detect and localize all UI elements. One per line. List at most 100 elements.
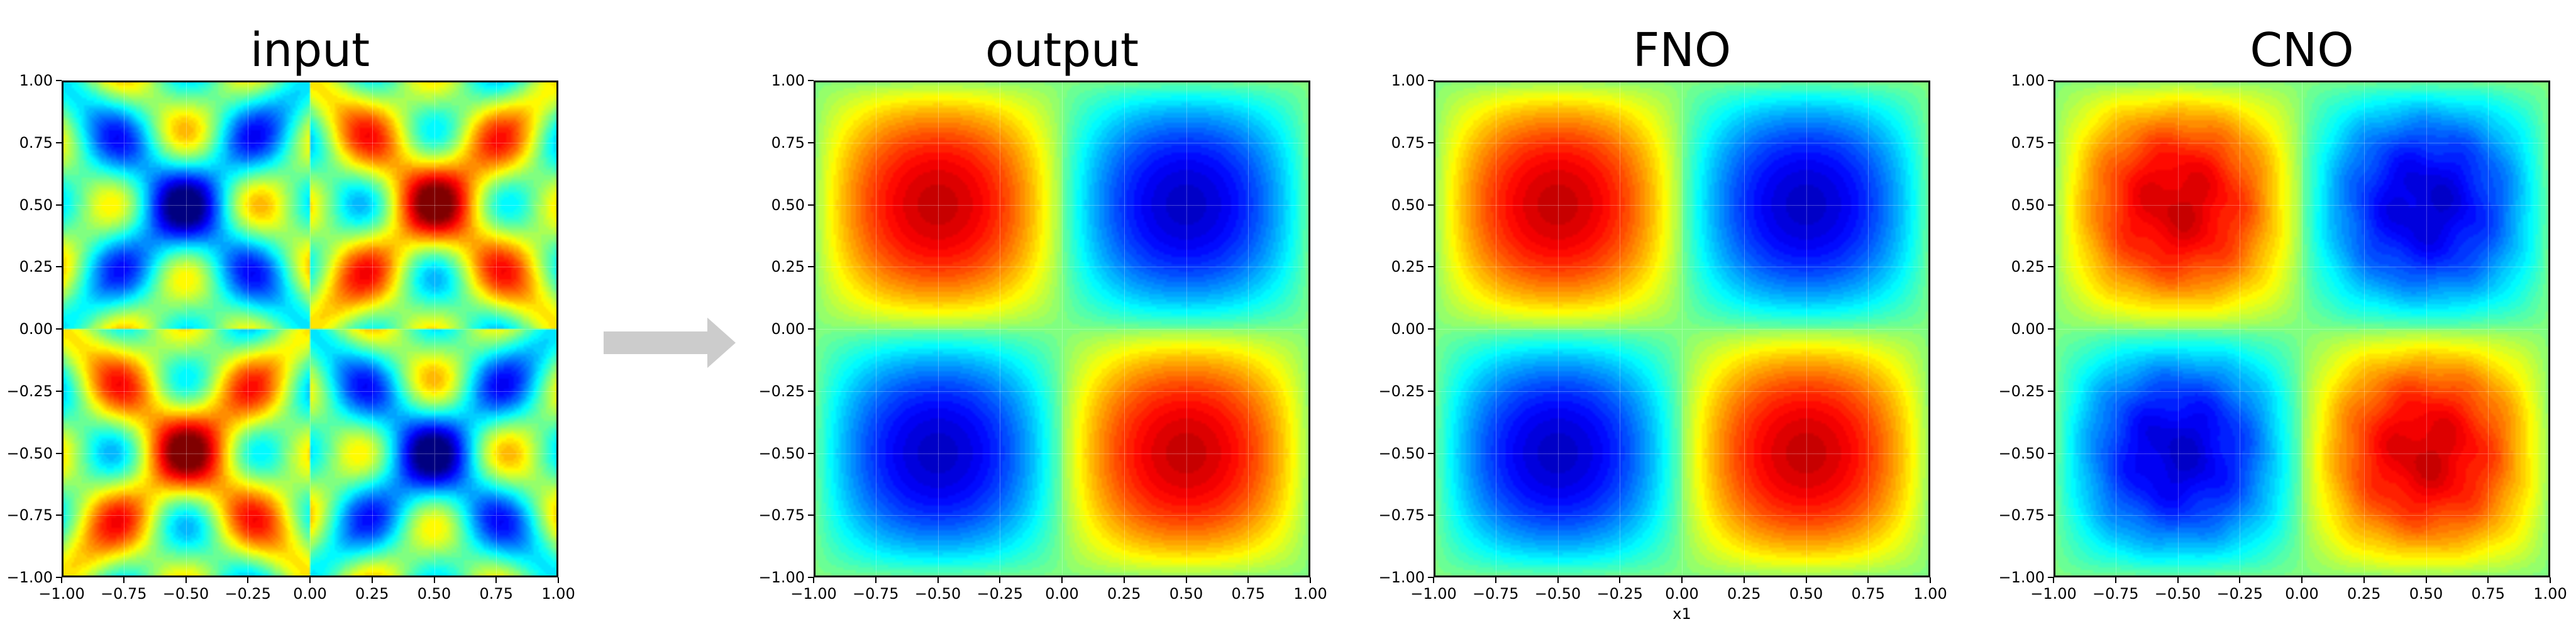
x-tick-mark: [1930, 577, 1931, 583]
x-axis-label: x1: [1672, 605, 1691, 623]
y-tick-mark: [56, 577, 62, 578]
y-tick-mark: [1428, 266, 1434, 268]
x-tick-mark: [2239, 577, 2241, 583]
y-tick-mark: [2048, 577, 2054, 578]
x-tick-mark: [1805, 577, 1807, 583]
x-tick-mark: [875, 577, 876, 583]
x-tick-label: 1.00: [541, 585, 575, 603]
y-tick-label: −0.25: [1998, 382, 2045, 400]
x-tick-mark: [247, 577, 249, 583]
x-tick-label: 0.25: [1727, 585, 1761, 603]
y-tick-label: −0.50: [1378, 444, 1425, 462]
y-tick-label: 0.75: [1391, 133, 1425, 152]
y-tick-mark: [56, 514, 62, 516]
y-tick-label: 0.75: [2011, 133, 2045, 152]
grid-line-horizontal: [1434, 515, 1930, 516]
y-tick-label: 0.25: [19, 258, 53, 276]
y-tick-label: 0.00: [771, 320, 805, 338]
x-tick-mark: [2177, 577, 2179, 583]
x-tick-mark: [1557, 577, 1559, 583]
y-tick-mark: [56, 142, 62, 143]
y-tick-mark: [808, 204, 814, 206]
y-tick-mark: [2048, 204, 2054, 206]
x-tick-label: 0.75: [1851, 585, 1885, 603]
y-tick-mark: [808, 328, 814, 330]
grid-line-horizontal: [814, 453, 1310, 454]
y-tick-label: 1.00: [2011, 72, 2045, 89]
x-tick-mark: [2487, 577, 2489, 583]
x-tick-label: 0.75: [1231, 585, 1265, 603]
grid-line-vertical: [2488, 81, 2489, 577]
y-tick-label: −0.50: [6, 444, 53, 462]
x-tick-label: −0.25: [976, 585, 1024, 603]
grid-line-vertical: [1124, 81, 1125, 577]
x-tick-label: −0.50: [914, 585, 961, 603]
y-tick-label: −1.00: [1998, 569, 2045, 586]
y-tick-mark: [1428, 328, 1434, 330]
y-tick-label: 0.50: [19, 196, 53, 214]
x-tick-label: 0.75: [2471, 585, 2505, 603]
y-tick-mark: [808, 514, 814, 516]
x-tick-mark: [2053, 577, 2054, 583]
x-tick-mark: [999, 577, 1001, 583]
y-tick-label: −0.75: [1998, 506, 2045, 525]
grid-line-vertical: [1186, 81, 1187, 577]
y-tick-mark: [808, 80, 814, 81]
y-tick-label: −1.00: [6, 569, 53, 586]
x-tick-label: 1.00: [1293, 585, 1327, 603]
panel-title: CNO: [2250, 23, 2354, 77]
grid-line-horizontal: [62, 515, 558, 516]
y-tick-mark: [2048, 80, 2054, 81]
x-tick-label: 0.50: [1169, 585, 1203, 603]
x-tick-mark: [123, 577, 124, 583]
y-tick-label: −0.75: [6, 506, 53, 525]
x-tick-mark: [813, 577, 814, 583]
y-tick-label: 0.25: [2011, 258, 2045, 276]
y-tick-mark: [2048, 142, 2054, 143]
y-tick-mark: [56, 452, 62, 454]
y-tick-mark: [1428, 390, 1434, 392]
grid-line-horizontal: [2054, 453, 2550, 454]
y-tick-mark: [56, 266, 62, 268]
x-tick-label: −0.25: [1596, 585, 1644, 603]
x-tick-mark: [1185, 577, 1187, 583]
x-tick-mark: [495, 577, 497, 583]
y-tick-label: 1.00: [19, 72, 53, 89]
x-tick-mark: [1433, 577, 1434, 583]
y-tick-label: −1.00: [758, 569, 805, 586]
y-tick-label: 0.50: [771, 196, 805, 214]
grid-line-vertical: [2426, 81, 2427, 577]
x-tick-label: 0.00: [1045, 585, 1079, 603]
y-tick-mark: [1428, 142, 1434, 143]
y-tick-mark: [1428, 80, 1434, 81]
y-tick-mark: [808, 390, 814, 392]
y-tick-label: 0.00: [2011, 320, 2045, 338]
x-tick-mark: [1247, 577, 1249, 583]
x-tick-label: 0.25: [1107, 585, 1141, 603]
y-tick-mark: [2048, 266, 2054, 268]
y-tick-label: 0.00: [19, 320, 53, 338]
y-tick-label: −0.25: [1378, 382, 1425, 400]
y-tick-mark: [1428, 514, 1434, 516]
x-tick-label: 0.50: [1789, 585, 1823, 603]
x-tick-mark: [2114, 577, 2116, 583]
y-tick-label: −0.25: [6, 382, 53, 400]
x-tick-label: 0.25: [2347, 585, 2381, 603]
grid-line-vertical: [2363, 81, 2365, 577]
grid-line-horizontal: [814, 391, 1310, 392]
x-tick-mark: [1310, 577, 1311, 583]
panel-title: output: [985, 23, 1139, 77]
panel-title: FNO: [1632, 23, 1732, 77]
y-tick-mark: [56, 390, 62, 392]
x-tick-mark: [2363, 577, 2365, 583]
y-tick-label: 1.00: [1391, 72, 1425, 89]
y-tick-label: −0.50: [1998, 444, 2045, 462]
y-tick-label: −0.75: [1378, 506, 1425, 525]
right-arrow-icon: [604, 318, 736, 368]
y-tick-label: 0.75: [19, 133, 53, 152]
y-tick-mark: [56, 80, 62, 81]
x-tick-label: 1.00: [1913, 585, 1947, 603]
x-tick-label: −0.25: [224, 585, 272, 603]
y-tick-mark: [2048, 452, 2054, 454]
grid-line-vertical: [1806, 81, 1807, 577]
